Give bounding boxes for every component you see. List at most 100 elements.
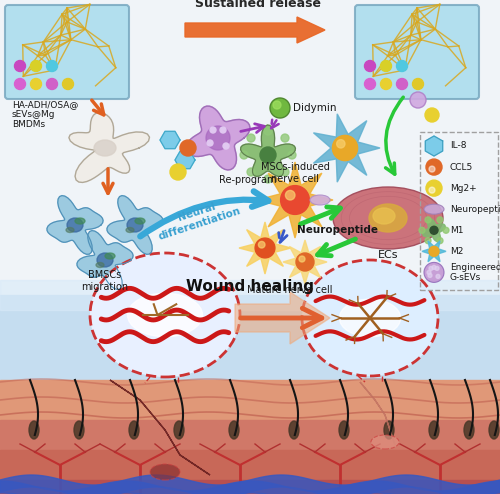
Circle shape — [410, 92, 426, 108]
Circle shape — [437, 217, 443, 223]
Circle shape — [264, 175, 272, 183]
Circle shape — [280, 186, 310, 214]
FancyBboxPatch shape — [5, 5, 129, 99]
Text: Wound healing: Wound healing — [186, 279, 314, 294]
Circle shape — [30, 79, 42, 89]
Circle shape — [207, 140, 213, 146]
Circle shape — [429, 187, 435, 193]
Text: Sustained release: Sustained release — [195, 0, 321, 10]
Ellipse shape — [127, 218, 143, 232]
Ellipse shape — [75, 218, 85, 224]
Circle shape — [296, 253, 314, 271]
Circle shape — [432, 265, 436, 269]
Circle shape — [281, 134, 289, 142]
Ellipse shape — [489, 421, 499, 439]
Ellipse shape — [174, 421, 184, 439]
Polygon shape — [426, 136, 442, 156]
Ellipse shape — [90, 253, 240, 377]
Circle shape — [30, 60, 42, 72]
Circle shape — [437, 238, 443, 244]
Text: Neuropeptide: Neuropeptide — [450, 205, 500, 214]
Circle shape — [425, 217, 431, 223]
Text: MSCs-induced
nerve cell: MSCs-induced nerve cell — [260, 162, 330, 184]
Circle shape — [435, 266, 439, 270]
Bar — [0, 380, 500, 420]
Circle shape — [223, 143, 229, 149]
Text: Neural
differentiation: Neural differentiation — [154, 195, 242, 242]
Ellipse shape — [94, 140, 116, 156]
Circle shape — [427, 270, 431, 274]
Text: Mature nerve cell: Mature nerve cell — [247, 285, 333, 295]
Polygon shape — [160, 131, 180, 149]
Ellipse shape — [96, 262, 104, 267]
Polygon shape — [240, 125, 296, 176]
Polygon shape — [110, 380, 210, 475]
Circle shape — [270, 98, 290, 118]
Ellipse shape — [135, 218, 145, 224]
Circle shape — [260, 147, 276, 163]
Ellipse shape — [229, 421, 239, 439]
Polygon shape — [186, 106, 250, 170]
Ellipse shape — [29, 421, 39, 439]
Polygon shape — [239, 222, 291, 274]
Text: HA-ADH/OSA@
sEVs@Mg: HA-ADH/OSA@ sEVs@Mg — [12, 100, 78, 120]
Circle shape — [396, 60, 407, 72]
Bar — [0, 280, 500, 310]
Circle shape — [281, 168, 289, 176]
Text: Re-program: Re-program — [219, 175, 277, 185]
Circle shape — [210, 127, 216, 133]
FancyArrow shape — [185, 17, 325, 43]
Circle shape — [380, 60, 392, 72]
Circle shape — [46, 79, 58, 89]
Circle shape — [247, 168, 255, 176]
FancyBboxPatch shape — [355, 5, 479, 99]
Polygon shape — [77, 231, 133, 289]
Circle shape — [364, 60, 376, 72]
Circle shape — [258, 242, 265, 248]
Circle shape — [424, 262, 444, 283]
Text: Engineered
G-sEVs: Engineered G-sEVs — [450, 263, 500, 282]
Bar — [420, 132, 498, 290]
Circle shape — [240, 151, 248, 159]
Ellipse shape — [67, 218, 83, 232]
Circle shape — [412, 79, 424, 89]
Circle shape — [429, 266, 433, 270]
Circle shape — [430, 226, 438, 234]
Text: BMDMs: BMDMs — [12, 120, 45, 129]
Circle shape — [170, 164, 186, 180]
Text: IL-8: IL-8 — [450, 141, 466, 151]
Circle shape — [273, 101, 281, 109]
Circle shape — [255, 238, 275, 258]
Circle shape — [206, 126, 230, 150]
Circle shape — [62, 79, 74, 89]
Ellipse shape — [97, 253, 113, 267]
Ellipse shape — [126, 228, 134, 233]
Circle shape — [336, 140, 345, 148]
Circle shape — [429, 247, 439, 256]
Text: Neuropeptide: Neuropeptide — [298, 225, 378, 235]
Polygon shape — [175, 151, 195, 168]
Text: CCL5: CCL5 — [450, 163, 473, 171]
Ellipse shape — [289, 421, 299, 439]
Ellipse shape — [340, 299, 400, 337]
Circle shape — [380, 79, 392, 89]
Circle shape — [14, 79, 26, 89]
Polygon shape — [360, 382, 395, 445]
Circle shape — [46, 60, 58, 72]
Ellipse shape — [310, 195, 330, 205]
Polygon shape — [47, 196, 103, 254]
Ellipse shape — [128, 293, 202, 337]
Ellipse shape — [74, 421, 84, 439]
Ellipse shape — [429, 421, 439, 439]
Ellipse shape — [464, 421, 474, 439]
Text: M1: M1 — [450, 226, 464, 235]
Ellipse shape — [150, 464, 180, 480]
Ellipse shape — [384, 421, 394, 439]
Polygon shape — [283, 240, 327, 284]
Text: Didymin: Didymin — [293, 103, 337, 113]
Ellipse shape — [424, 204, 444, 214]
Polygon shape — [107, 196, 163, 254]
Bar — [0, 480, 500, 494]
Circle shape — [436, 274, 440, 279]
Text: BMSCs
migration: BMSCs migration — [82, 270, 128, 291]
